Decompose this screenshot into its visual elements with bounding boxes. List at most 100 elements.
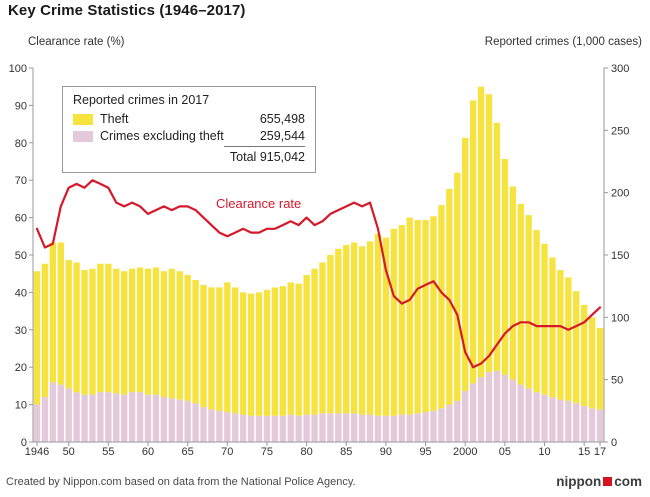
bar-excluding-theft: [343, 413, 350, 442]
bar-excluding-theft: [263, 415, 271, 442]
bar-excluding-theft: [390, 415, 398, 442]
footer: Created by Nippon.com based on data from…: [6, 474, 642, 489]
bar-excluding-theft: [358, 414, 366, 442]
bar-theft: [232, 287, 239, 414]
bar-theft: [81, 269, 88, 395]
bar-excluding-theft: [33, 404, 41, 442]
bar-theft: [414, 220, 421, 414]
bar-theft: [581, 304, 588, 406]
bar-theft: [49, 242, 56, 383]
x-axis-tick-label: 60: [142, 446, 154, 458]
bar-theft: [477, 86, 485, 378]
theft-value: 655,498: [259, 112, 305, 126]
bar-excluding-theft: [469, 383, 477, 442]
bar-theft: [454, 172, 461, 401]
bar-theft: [343, 245, 350, 414]
bar-theft: [596, 327, 604, 410]
bar-excluding-theft: [319, 413, 326, 442]
bar-excluding-theft: [596, 409, 604, 442]
x-axis-tick-label: 2000: [453, 446, 477, 458]
bar-excluding-theft: [573, 403, 580, 442]
bar-excluding-theft: [303, 414, 310, 442]
bar-theft: [152, 267, 160, 395]
x-axis-tick-label: 50: [63, 446, 75, 458]
bar-excluding-theft: [184, 400, 191, 442]
bar-excluding-theft: [517, 384, 524, 442]
logo-text-nippon: nippon: [556, 474, 602, 489]
bar-excluding-theft: [588, 408, 596, 442]
bar-theft: [303, 274, 310, 415]
bar-excluding-theft: [335, 413, 342, 442]
bar-theft: [358, 246, 366, 415]
bar-theft: [41, 263, 49, 398]
bar-theft: [462, 137, 469, 391]
bar-excluding-theft: [493, 370, 501, 442]
bar-excluding-theft: [271, 415, 279, 442]
bar-excluding-theft: [168, 398, 175, 442]
bar-excluding-theft: [327, 413, 334, 442]
bar-theft: [533, 230, 540, 393]
bar-theft: [382, 237, 390, 416]
bar-theft: [573, 291, 580, 404]
right-axis-tick-label: 250: [611, 125, 629, 137]
bar-theft: [271, 287, 279, 416]
x-axis-tick-label: 95: [419, 446, 431, 458]
page-title: Key Crime Statistics (1946–2017): [8, 2, 246, 19]
left-axis-tick-label: 90: [15, 100, 27, 112]
right-axis-tick-label: 50: [611, 375, 623, 387]
bar-excluding-theft: [97, 392, 104, 442]
bar-excluding-theft: [128, 392, 136, 442]
bar-excluding-theft: [144, 394, 152, 442]
excluding-theft-swatch: [73, 130, 93, 142]
bars-group: [33, 86, 604, 442]
bar-theft: [335, 248, 342, 414]
bar-theft: [430, 216, 437, 411]
bar-excluding-theft: [105, 392, 112, 442]
bar-theft: [517, 203, 524, 385]
left-axis-tick-label: 30: [15, 325, 27, 337]
x-axis-tick-label: 90: [380, 446, 392, 458]
right-axis-tick-label: 0: [611, 437, 617, 449]
bar-excluding-theft: [438, 408, 445, 442]
bar-excluding-theft: [501, 374, 509, 442]
x-axis-tick-label: 75: [261, 446, 273, 458]
bar-theft: [128, 268, 136, 393]
bar-excluding-theft: [232, 413, 239, 442]
left-axis-tick-label: 20: [15, 362, 27, 374]
bar-theft: [327, 255, 334, 414]
bar-excluding-theft: [113, 393, 120, 442]
bar-theft: [121, 271, 128, 395]
x-axis-tick-label: 17: [594, 446, 606, 458]
bar-theft: [136, 267, 144, 393]
bar-theft: [89, 268, 96, 395]
clearance-rate-line: [35, 179, 602, 369]
bar-excluding-theft: [477, 377, 485, 442]
x-axis-tick-label: 10: [538, 446, 550, 458]
legend-total: Total 915,042: [73, 146, 305, 164]
bar-excluding-theft: [406, 414, 413, 442]
bar-excluding-theft: [414, 413, 421, 442]
bar-excluding-theft: [485, 372, 493, 442]
bar-excluding-theft: [136, 392, 144, 442]
total-label: Total: [229, 150, 257, 164]
bar-theft: [287, 282, 294, 415]
bar-theft: [509, 186, 516, 380]
bar-theft: [406, 217, 413, 415]
bar-excluding-theft: [192, 403, 199, 442]
legend-item-theft: Theft 655,498: [73, 112, 305, 126]
bar-theft: [97, 263, 104, 393]
bar-excluding-theft: [430, 410, 437, 442]
right-axis-tick-label: 150: [611, 250, 629, 262]
bar-excluding-theft: [81, 394, 88, 442]
logo-text-com: com: [614, 474, 642, 489]
bar-theft: [239, 292, 247, 415]
bar-theft: [311, 268, 318, 415]
bar-excluding-theft: [366, 414, 374, 442]
bar-theft: [366, 241, 374, 415]
theft-swatch: [73, 113, 93, 125]
theft-label: Theft: [100, 112, 129, 126]
bar-theft: [374, 233, 382, 416]
bar-theft: [208, 287, 215, 410]
bar-excluding-theft: [224, 412, 231, 442]
